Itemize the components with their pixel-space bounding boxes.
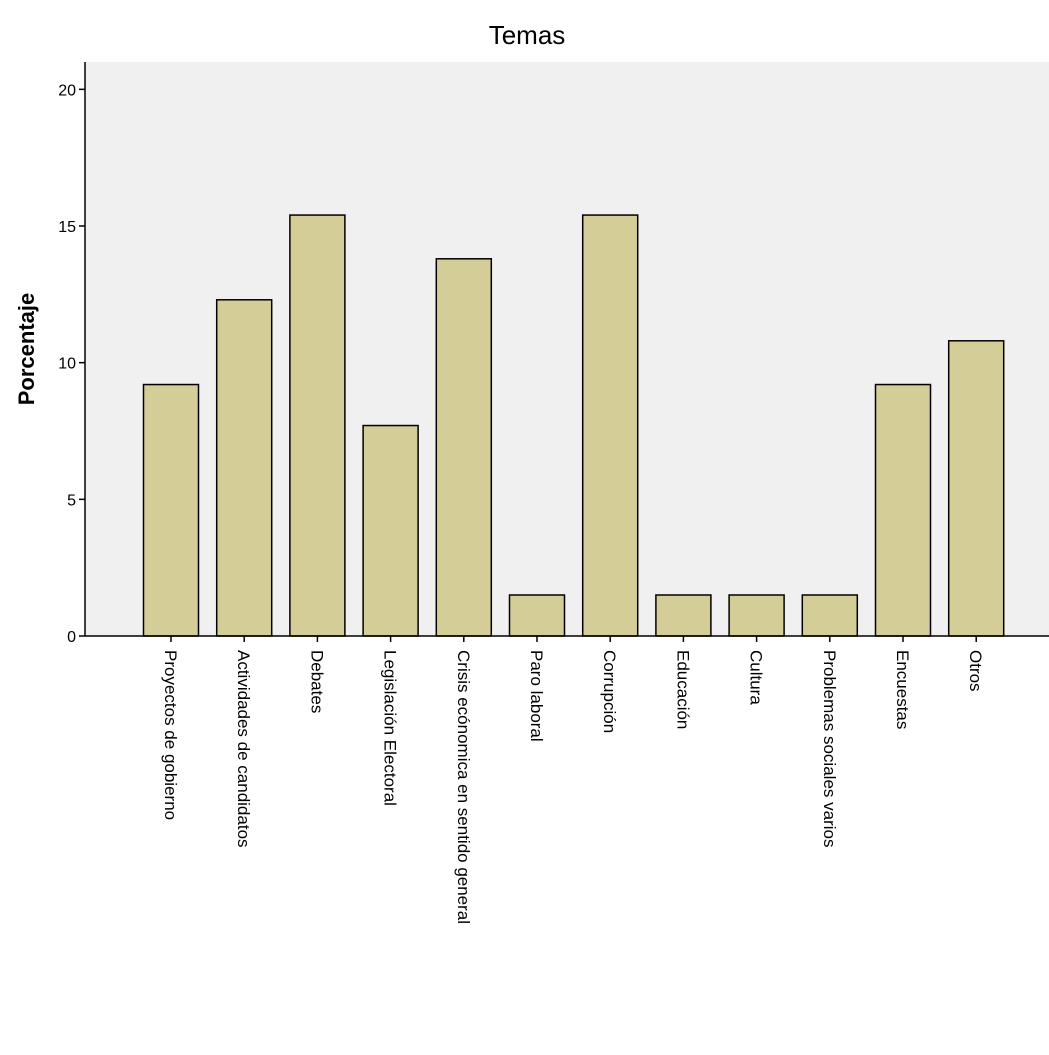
x-tick-label: Actividades de candidatos <box>234 650 253 848</box>
x-tick-label: Educación <box>673 650 692 729</box>
x-tick-label: Problemas sociales varios <box>820 650 839 847</box>
bar <box>728 594 785 637</box>
bar <box>508 594 566 637</box>
y-tick-label: 10 <box>58 356 76 373</box>
bar <box>947 340 1005 637</box>
y-tick-label: 5 <box>67 492 76 509</box>
x-axis-ticks: Proyectos de gobierno Actividades de cand… <box>161 636 985 924</box>
bar <box>801 594 859 637</box>
bar <box>215 299 273 637</box>
bar <box>435 258 493 637</box>
bar <box>581 214 639 637</box>
bar <box>362 424 419 637</box>
y-axis-ticks: 0 5 10 15 20 <box>58 82 85 646</box>
y-tick-label: 0 <box>67 629 76 646</box>
x-tick-label: Paro laboral <box>527 650 546 742</box>
bar <box>142 383 200 637</box>
x-tick-label: Crisis ecónomica en sentido general <box>454 650 473 924</box>
bar <box>289 214 346 637</box>
x-tick-label: Encuestas <box>893 650 912 729</box>
chart-title: Temas <box>489 20 566 50</box>
y-tick-label: 20 <box>58 82 76 99</box>
bar <box>655 594 712 637</box>
x-tick-label: Cultura <box>747 650 766 705</box>
y-axis-label: Porcentaje <box>14 293 39 406</box>
x-tick-label: Proyectos de gobierno <box>161 650 180 820</box>
x-tick-label: Otros <box>966 650 985 692</box>
x-tick-label: Debates <box>307 650 326 713</box>
bars <box>142 214 1005 637</box>
x-tick-label: Corrupción <box>600 650 619 733</box>
y-tick-label: 15 <box>58 219 76 236</box>
x-tick-label: Legislación Electoral <box>381 650 400 806</box>
bar <box>874 383 932 637</box>
